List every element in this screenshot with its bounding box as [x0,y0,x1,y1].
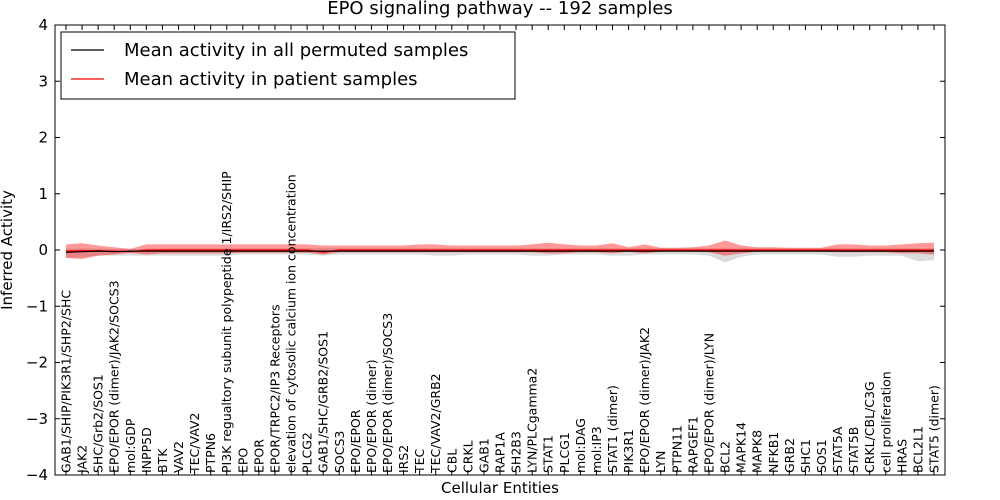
x-tick-label: STAT5B [846,427,861,473]
x-tick-label: PTPN11 [669,425,684,473]
chart-title: EPO signaling pathway -- 192 samples [327,0,673,19]
x-tick-label: TEC/VAV2/GRB2 [428,373,443,474]
x-tick-label: LYN/PLCgamma2 [525,368,540,473]
x-tick-label: STAT1 [541,435,556,473]
x-tick-label: PI3K regualtory subunit polypeptide 1/IR… [219,171,234,473]
x-tick-label: BCL2L1 [910,426,925,473]
x-tick-label: TEC/VAV2 [187,413,202,474]
x-tick-label: EPOR [251,439,266,473]
x-tick-label: TEC [412,448,427,474]
x-tick-label: SOCS3 [332,431,347,473]
x-tick-label: GAB1/SHIP/PIK3R1/SHP2/SHC [59,290,74,473]
x-tick-label: elevation of cytosolic calcium ion conce… [284,174,299,473]
x-tick-label: STAT5 (dimer) [927,385,942,473]
x-tick-label: INPP5D [139,427,154,473]
y-tick-label: 1 [38,185,48,203]
x-tick-label: PTPN6 [203,433,218,473]
x-tick-label: VAV2 [171,441,186,473]
x-tick-label: CBL [444,449,459,473]
x-tick-label: mol:IP3 [589,426,604,473]
y-tick-label: −2 [26,354,48,372]
x-tick-label: SHC1 [798,439,813,473]
x-tick-label: GRB2 [782,438,797,473]
x-tick-label: BTK [155,448,170,473]
x-tick-label: BCL2 [718,441,733,473]
x-tick-label: PLCG1 [557,432,572,473]
x-tick-label: LYN [653,451,668,473]
x-tick-label: EPO/EPOR (dimer)/JAK2/SOCS3 [107,280,122,473]
legend: Mean activity in all permuted samples Me… [60,31,516,100]
x-tick-label: EPO/EPOR (dimer)/LYN [701,333,716,473]
y-tick-label: −3 [26,410,48,428]
x-tick-label: STAT1 (dimer) [605,385,620,473]
x-tick-label: mol:DAG [573,418,588,473]
x-tick-label: SHC/Grb2/SOS1 [91,374,106,473]
x-tick-label: EPO [235,448,250,473]
legend-label-permuted: Mean activity in all permuted samples [124,40,468,61]
x-tick-label: PIK3R1 [621,429,636,473]
y-tick-label: 4 [38,16,48,34]
x-tick-label: GAB1/SHC/GRB2/SOS1 [316,331,331,473]
x-tick-label: CRKL/CBL/C3G [862,381,877,473]
x-tick-label: CRKL [460,440,475,473]
y-tick-label: −1 [26,297,48,315]
x-tick-label: JAK2 [75,445,90,474]
x-tick-label: EPO/EPOR (dimer)/SOCS3 [380,313,395,473]
x-axis-ticks: GAB1/SHIP/PIK3R1/SHP2/SHC JAK2 SHC/Grb2/SO… [59,25,942,475]
y-tick-label: 3 [38,72,48,90]
x-tick-label: RAP1A [493,432,508,473]
x-tick-label: SOS1 [814,439,829,473]
legend-label-patient: Mean activity in patient samples [124,69,418,90]
x-tick-label: NFKB1 [766,432,781,473]
x-tick-label: EPOR/TRPC2/IP3 Receptors [267,304,282,473]
x-tick-label: EPO/EPOR (dimer)/JAK2 [637,327,652,473]
x-tick-label: GAB1 [476,438,491,473]
series-line-patient [65,249,934,253]
x-tick-label: SH2B3 [509,431,524,473]
x-tick-label: HRAS [894,439,909,473]
y-tick-label: 2 [38,129,48,147]
y-tick-label: −4 [26,466,48,484]
x-tick-label: STAT5A [830,426,845,473]
x-tick-label: cell proliferation [878,371,893,473]
x-tick-label: MAPK14 [734,422,749,473]
y-tick-label: 0 [38,241,48,259]
x-tick-label: RAPGEF1 [685,416,700,473]
x-tick-label: PLCG2 [300,432,315,473]
series-lines [65,249,934,253]
x-tick-label: IRS2 [396,445,411,473]
y-axis-label: Inferred Activity [0,190,16,310]
series-line-permuted [65,250,934,253]
x-tick-label: EPO/EPOR [348,409,363,473]
band-permuted [66,248,934,263]
x-tick-label: MAPK8 [750,430,765,473]
x-tick-label: mol:GDP [123,418,138,473]
x-tick-label: EPO/EPOR (dimer) [364,359,379,473]
legend-box [60,31,516,100]
y-axis-ticks: 4 3 2 1 0 −1 −2 −3 −4 [26,16,945,484]
x-axis-label: Cellular Entities [441,479,559,497]
